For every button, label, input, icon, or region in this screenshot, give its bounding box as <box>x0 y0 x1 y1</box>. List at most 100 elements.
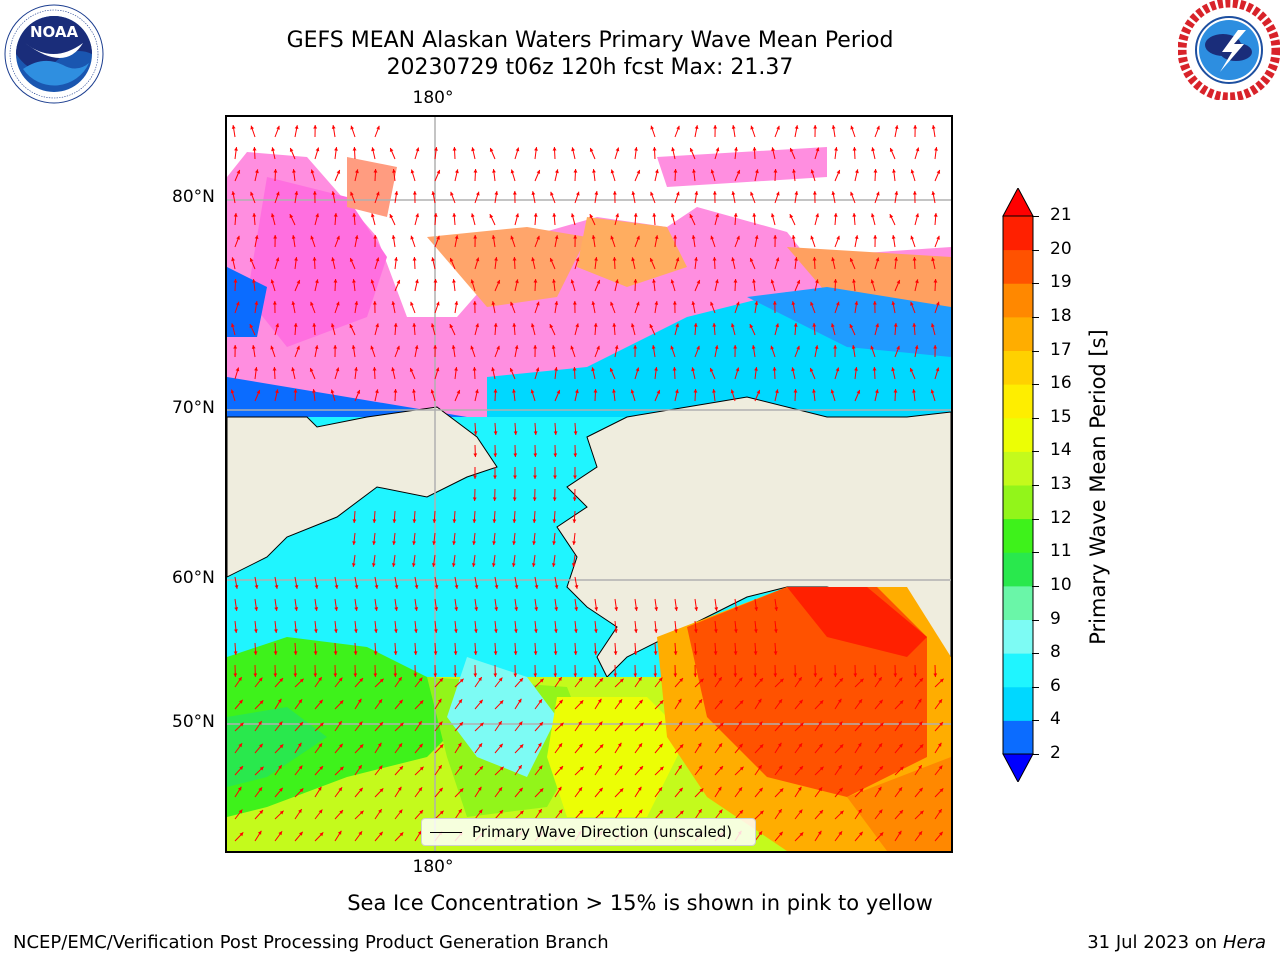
wave-arrow-head <box>517 698 522 703</box>
wave-arrow-head <box>334 607 339 611</box>
wave-arrow-head <box>518 721 523 726</box>
wave-arrow-head <box>552 541 556 545</box>
wave-arrow-head <box>510 301 514 306</box>
wave-arrow-head <box>814 345 819 349</box>
pacific-pale-cyan <box>447 657 557 777</box>
wave-arrow-head <box>553 431 558 435</box>
wave-arrow-head <box>818 787 823 792</box>
wave-arrow-head <box>859 788 864 793</box>
wave-arrow-head <box>777 742 782 747</box>
wave-arrow-head <box>938 809 942 813</box>
wave-arrow-head <box>633 213 638 217</box>
wave-arrow-head <box>591 235 596 239</box>
wave-arrow-head <box>855 169 859 174</box>
wave-arrow-head <box>514 629 518 633</box>
wave-arrow-head <box>298 765 303 770</box>
colorbar-tick-label: 20 <box>1050 238 1072 259</box>
wave-arrow-head <box>392 541 396 545</box>
wave-arrow-head <box>934 147 938 151</box>
wave-arrow-head <box>513 673 518 677</box>
wave-arrow-head <box>675 389 679 394</box>
wave-arrow-head <box>478 743 483 748</box>
wave-arrow-head <box>553 453 558 457</box>
wave-arrow-head <box>436 235 440 240</box>
wave-arrow-head <box>512 323 517 327</box>
wave-arrow-head <box>712 323 717 327</box>
wave-arrow-head <box>259 766 264 771</box>
wave-arrow-head <box>349 324 354 329</box>
wave-arrow-head <box>518 765 522 769</box>
wave-arrow-head <box>331 323 335 328</box>
wave-arrow-head <box>659 743 663 748</box>
wave-arrow-head <box>512 191 517 195</box>
wave-arrow-head <box>891 367 895 372</box>
wave-arrow-head <box>419 810 423 814</box>
wave-arrow-head <box>718 677 722 681</box>
wave-arrow-head <box>233 673 238 677</box>
wave-arrow-head <box>430 389 435 394</box>
wave-arrow-head <box>254 607 259 611</box>
wave-arrow-head <box>552 497 557 501</box>
wave-arrow-head <box>833 673 838 677</box>
wave-arrow-head <box>313 125 318 129</box>
wave-arrow-head <box>594 191 599 195</box>
wave-arrow-head <box>453 673 458 677</box>
wave-arrow-head <box>572 367 577 371</box>
colorbar-tick-label: 15 <box>1050 406 1072 427</box>
wave-arrow-head <box>718 809 723 814</box>
wave-arrow-head <box>594 257 598 261</box>
wave-arrow-head <box>770 345 774 350</box>
wave-arrow-head <box>279 810 284 815</box>
wave-arrow-head <box>570 345 574 350</box>
wave-arrow-head <box>494 191 499 195</box>
wave-arrow-head <box>278 765 282 769</box>
wave-arrow-head <box>319 832 324 837</box>
wave-arrow-head <box>674 607 679 611</box>
wave-arrow-head <box>393 323 398 327</box>
wave-arrow-head <box>373 235 378 239</box>
wave-arrow-head <box>399 832 404 837</box>
wave-arrow-head <box>638 677 642 681</box>
wave-arrow-head <box>375 323 379 328</box>
wave-arrow-head <box>875 389 879 394</box>
wave-arrow-head <box>712 389 716 393</box>
wave-arrow-head <box>752 213 757 217</box>
wave-arrow-head <box>612 257 617 261</box>
wave-arrow-head <box>489 214 494 219</box>
wave-arrow-head <box>871 147 875 152</box>
wave-arrow-head <box>274 607 279 611</box>
wave-arrow-head <box>793 323 798 327</box>
wave-arrow-head <box>654 301 659 305</box>
wave-arrow-head <box>354 585 359 589</box>
wave-arrow-head <box>254 585 259 589</box>
wave-arrow-head <box>735 367 740 372</box>
wave-arrow-head <box>714 607 719 611</box>
colorbar-tick-mark <box>1032 316 1039 318</box>
wave-arrow-head <box>499 743 503 748</box>
wave-arrow-head <box>231 257 235 262</box>
wave-arrow-head <box>613 673 618 677</box>
wave-arrow-head <box>614 345 619 349</box>
wave-arrow-head <box>854 367 858 371</box>
wave-arrow-head <box>312 323 317 327</box>
colorbar-tick-mark <box>1032 585 1039 587</box>
wave-arrow-head <box>736 170 741 174</box>
wave-arrow-head <box>297 742 302 747</box>
wave-arrow-head <box>515 147 520 152</box>
wave-arrow-head <box>238 677 242 681</box>
wave-arrow-head <box>270 345 274 350</box>
wave-arrow-head <box>758 765 762 769</box>
wave-arrow-head <box>775 257 780 262</box>
wave-arrow-head <box>539 678 544 683</box>
wave-arrow-head <box>754 607 759 611</box>
wave-arrow-head <box>255 169 259 174</box>
wave-arrow-head <box>351 563 356 567</box>
wave-arrow-head <box>575 257 580 262</box>
colorbar-tick-label: 8 <box>1050 642 1061 663</box>
wave-arrow-head <box>870 279 875 284</box>
colorbar-tick-mark <box>1032 485 1039 486</box>
wave-arrow-head <box>736 301 740 306</box>
wave-arrow-head <box>512 497 517 501</box>
wave-arrow-head <box>412 389 416 393</box>
wave-arrow-head <box>894 191 899 195</box>
